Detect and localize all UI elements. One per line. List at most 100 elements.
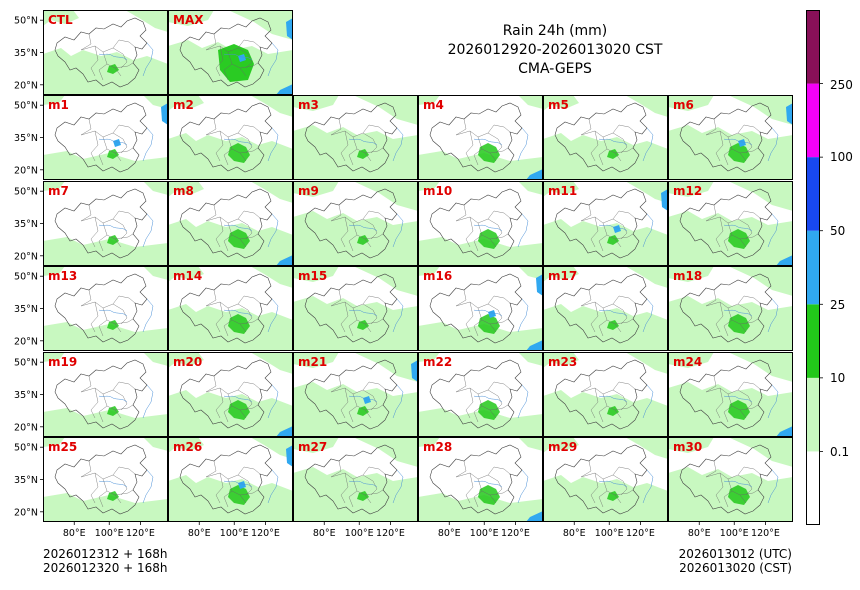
china-outline bbox=[304, 359, 398, 430]
rain-heavy-area bbox=[776, 426, 793, 437]
rain-heavy-area bbox=[238, 481, 246, 489]
rain-light-area bbox=[418, 151, 543, 180]
province-border bbox=[352, 393, 372, 419]
panel-frame bbox=[43, 181, 168, 266]
coastline bbox=[267, 42, 279, 77]
rain-light-area bbox=[43, 10, 79, 26]
province-border bbox=[102, 307, 122, 333]
province-border bbox=[487, 210, 511, 220]
rain-light-area bbox=[543, 133, 668, 180]
province-border bbox=[580, 118, 592, 136]
rain-light-area bbox=[518, 95, 543, 109]
map-panel-m2: m2 bbox=[168, 95, 293, 180]
rain-light-area bbox=[625, 95, 668, 117]
lat-label: 35°N bbox=[14, 219, 38, 230]
province-border bbox=[364, 318, 384, 325]
province-border bbox=[227, 51, 247, 77]
province-border bbox=[715, 472, 724, 504]
map-panel-m1: m1 bbox=[43, 95, 168, 180]
coastline bbox=[642, 213, 654, 248]
panel-frame bbox=[668, 181, 793, 266]
province-border bbox=[455, 289, 467, 307]
china-outline bbox=[554, 102, 648, 173]
river bbox=[598, 224, 628, 232]
rain-light-area bbox=[353, 352, 418, 382]
panel-label: m10 bbox=[423, 184, 452, 198]
panel-label: m28 bbox=[423, 440, 452, 454]
panel-label: m4 bbox=[423, 98, 444, 112]
province-border bbox=[620, 395, 628, 411]
province-border bbox=[602, 478, 622, 504]
panel-frame bbox=[418, 437, 543, 522]
river bbox=[723, 224, 753, 232]
province-border bbox=[602, 393, 622, 419]
river bbox=[223, 395, 253, 403]
province-border bbox=[737, 381, 761, 391]
rain-heavy-area bbox=[738, 139, 746, 147]
province-border bbox=[705, 375, 717, 393]
rain-light-area bbox=[250, 181, 293, 203]
province-border bbox=[215, 301, 224, 333]
rain-heavy-area bbox=[286, 445, 293, 467]
china-outline bbox=[179, 273, 273, 344]
rain-light-area bbox=[668, 95, 714, 111]
rain-light-area bbox=[168, 352, 204, 368]
river bbox=[598, 138, 628, 146]
rain-light-area bbox=[518, 352, 543, 366]
rain-heavy-area bbox=[786, 103, 793, 125]
rain-moderate-area bbox=[107, 406, 119, 416]
panel-label: m23 bbox=[548, 355, 577, 369]
province-border bbox=[715, 130, 724, 162]
panel-frame bbox=[168, 352, 293, 437]
panel-frame bbox=[668, 437, 793, 522]
lat-label: 35°N bbox=[14, 390, 38, 401]
rain-light-area bbox=[43, 408, 168, 437]
rain-light-area bbox=[293, 95, 339, 111]
river bbox=[723, 480, 753, 488]
lon-label: 100°E bbox=[470, 528, 499, 539]
lon-label: 120°E bbox=[251, 528, 280, 539]
province-border bbox=[362, 466, 386, 476]
map-panel-m25: m25 bbox=[43, 437, 168, 522]
rain-light-area bbox=[728, 95, 793, 125]
lat-label: 35°N bbox=[14, 475, 38, 486]
province-border bbox=[340, 387, 349, 419]
province-border bbox=[465, 216, 474, 248]
province-border bbox=[495, 395, 503, 411]
map-panel-m14: m14 bbox=[168, 266, 293, 351]
province-border bbox=[245, 309, 253, 325]
rain-light-area bbox=[728, 181, 793, 211]
province-border bbox=[489, 147, 509, 154]
rain-light-area bbox=[543, 352, 579, 368]
coastline bbox=[517, 127, 529, 162]
coastline bbox=[767, 384, 779, 419]
river bbox=[98, 480, 128, 488]
river bbox=[223, 138, 253, 146]
rain-heavy-area bbox=[363, 396, 371, 404]
rain-light-area bbox=[293, 181, 339, 197]
river bbox=[473, 480, 503, 488]
province-border bbox=[352, 478, 372, 504]
lon-label: 80°E bbox=[688, 528, 711, 539]
rain-light-area bbox=[543, 219, 668, 266]
province-border bbox=[477, 222, 497, 248]
coastline bbox=[642, 298, 654, 333]
province-border bbox=[739, 404, 759, 411]
china-outline bbox=[179, 17, 273, 88]
province-border bbox=[120, 53, 128, 69]
province-border bbox=[80, 375, 92, 393]
panel-frame bbox=[293, 266, 418, 351]
rain-light-area bbox=[43, 437, 65, 447]
china-outline bbox=[54, 359, 148, 430]
panel-label: m7 bbox=[48, 184, 69, 198]
province-border bbox=[98, 234, 108, 252]
panel-frame bbox=[168, 437, 293, 522]
lon-label: 80°E bbox=[188, 528, 211, 539]
map-panel-m19: m19 bbox=[43, 352, 168, 437]
rain-moderate-area bbox=[228, 400, 250, 420]
province-border bbox=[580, 289, 592, 307]
province-border bbox=[705, 460, 717, 478]
province-border bbox=[495, 138, 503, 154]
province-border bbox=[620, 309, 628, 325]
rain-light-area bbox=[43, 151, 168, 180]
